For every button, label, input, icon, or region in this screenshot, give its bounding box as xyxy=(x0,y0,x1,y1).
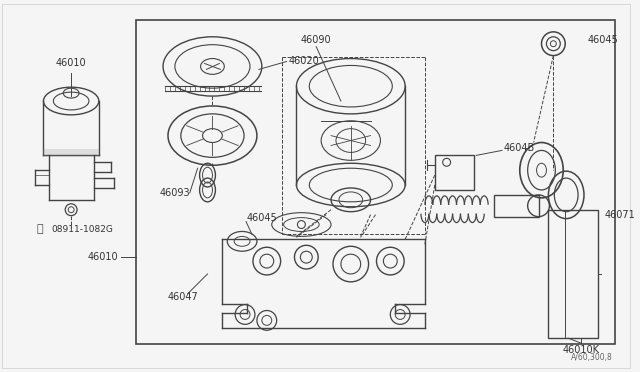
Text: 46093: 46093 xyxy=(159,188,189,198)
Text: 08911-1082G: 08911-1082G xyxy=(51,225,113,234)
Bar xyxy=(435,155,474,190)
Text: 46090: 46090 xyxy=(301,35,332,45)
Bar xyxy=(494,195,538,217)
Text: 46010: 46010 xyxy=(88,252,118,262)
Text: 46047: 46047 xyxy=(168,292,198,302)
Text: 46071: 46071 xyxy=(605,210,636,220)
Text: Ⓝ: Ⓝ xyxy=(36,224,43,234)
Text: 46045: 46045 xyxy=(247,213,278,222)
Text: 46010K: 46010K xyxy=(563,345,600,355)
Text: 46020: 46020 xyxy=(289,57,319,67)
Bar xyxy=(548,210,598,338)
Text: 46045: 46045 xyxy=(588,35,619,45)
Text: A/60,300,8: A/60,300,8 xyxy=(571,353,612,362)
Text: 46010: 46010 xyxy=(56,58,86,68)
Text: 4604B: 4604B xyxy=(504,144,535,154)
Bar xyxy=(136,20,614,344)
